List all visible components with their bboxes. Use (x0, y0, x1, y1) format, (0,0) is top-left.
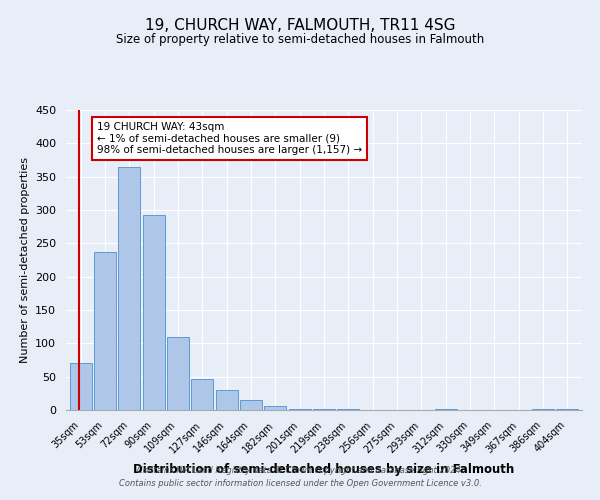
Bar (289, 408, 311, 410)
Text: Size of property relative to semi-detached houses in Falmouth: Size of property relative to semi-detach… (116, 32, 484, 46)
Y-axis label: Number of semi-detached properties: Number of semi-detached properties (20, 157, 29, 363)
Text: Contains HM Land Registry data © Crown copyright and database right 2024.
Contai: Contains HM Land Registry data © Crown c… (119, 466, 481, 487)
Bar (118, 166, 140, 410)
Bar (240, 400, 262, 410)
Bar (167, 338, 189, 410)
Bar (265, 406, 286, 410)
Text: 19, CHURCH WAY, FALMOUTH, TR11 4SG: 19, CHURCH WAY, FALMOUTH, TR11 4SG (145, 18, 455, 32)
Text: 19 CHURCH WAY: 43sqm
← 1% of semi-detached houses are smaller (9)
98% of semi-de: 19 CHURCH WAY: 43sqm ← 1% of semi-detach… (97, 122, 362, 155)
Bar (143, 216, 164, 410)
Bar (191, 380, 213, 410)
X-axis label: Distribution of semi-detached houses by size in Falmouth: Distribution of semi-detached houses by … (133, 463, 515, 476)
Bar (215, 390, 238, 410)
Bar (70, 364, 92, 410)
Bar (94, 252, 116, 410)
